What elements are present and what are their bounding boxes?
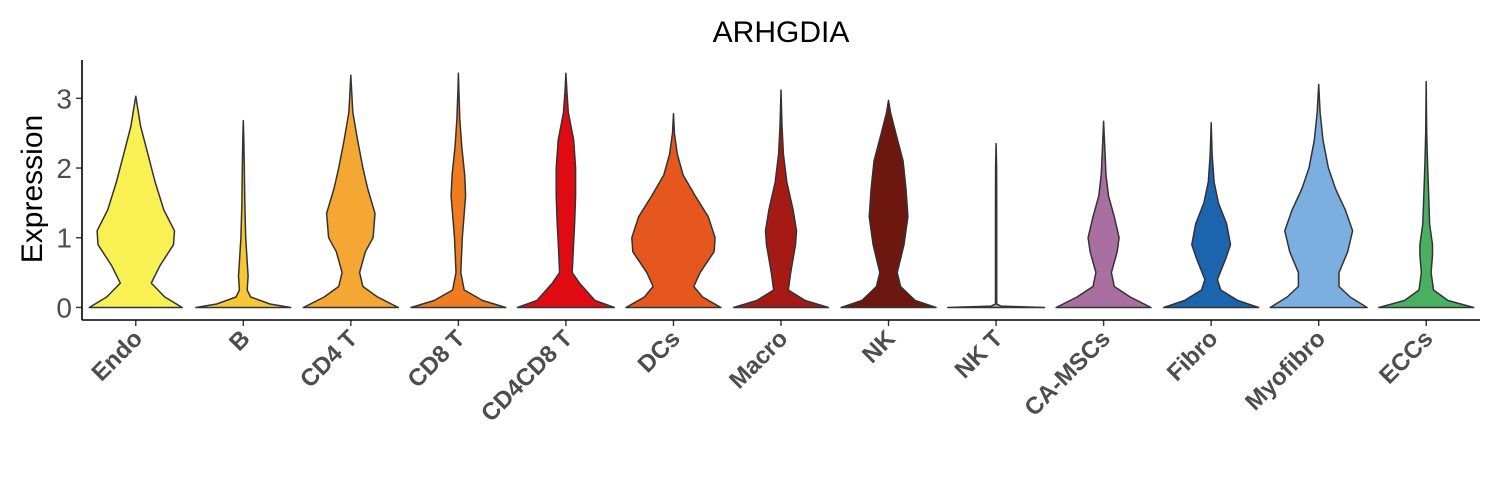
y-tick-label-3: 3 [56,83,72,114]
chart-title: ARHGDIA [713,16,850,49]
violin-b [195,119,292,309]
x-tick-label-ca-mscs: CA-MSCs [1019,325,1115,421]
violin-dcs [625,112,722,309]
violin-macro [732,89,830,309]
violin-cd4cd8-t [516,72,616,309]
violins-group [88,72,1475,309]
x-tick-label-myofibro: Myofibro [1240,325,1331,416]
x-tick-label-cd4-t: CD4 T [295,325,363,393]
violin-eccs [1378,80,1475,309]
violin-cd8-t [410,72,507,309]
y-tick-label-0: 0 [56,292,72,323]
violin-endo [88,95,183,309]
y-ticks-group: 0 1 2 3 [56,83,82,323]
violin-cd4-t [302,74,400,309]
violin-nk [840,99,937,309]
y-tick-label-2: 2 [56,153,72,184]
y-axis-label: Expression [16,115,49,263]
x-tick-label-macro: Macro [724,325,793,394]
y-tick-label-1: 1 [56,223,72,254]
x-tick-label-cd4cd8-t: CD4CD8 T [476,325,578,427]
violin-fibro [1162,121,1260,309]
x-tick-label-b: B [224,325,255,356]
x-ticks-group: Endo B CD4 T CD8 T CD4CD8 T DCs Macro NK NK T CA-… [86,320,1438,427]
x-tick-label-endo: Endo [86,325,148,387]
x-tick-label-nk: NK [857,325,901,369]
violin-ca-mscs [1055,120,1152,309]
x-tick-label-cd8-t: CD8 T [403,325,471,393]
x-tick-label-dcs: DCs [633,325,686,378]
x-tick-label-fibro: Fibro [1162,325,1224,387]
violin-myofibro [1269,83,1368,309]
violin-nk-t [946,142,1046,309]
x-tick-label-nk-t: NK T [950,325,1009,384]
x-tick-label-eccs: ECCs [1374,325,1438,389]
